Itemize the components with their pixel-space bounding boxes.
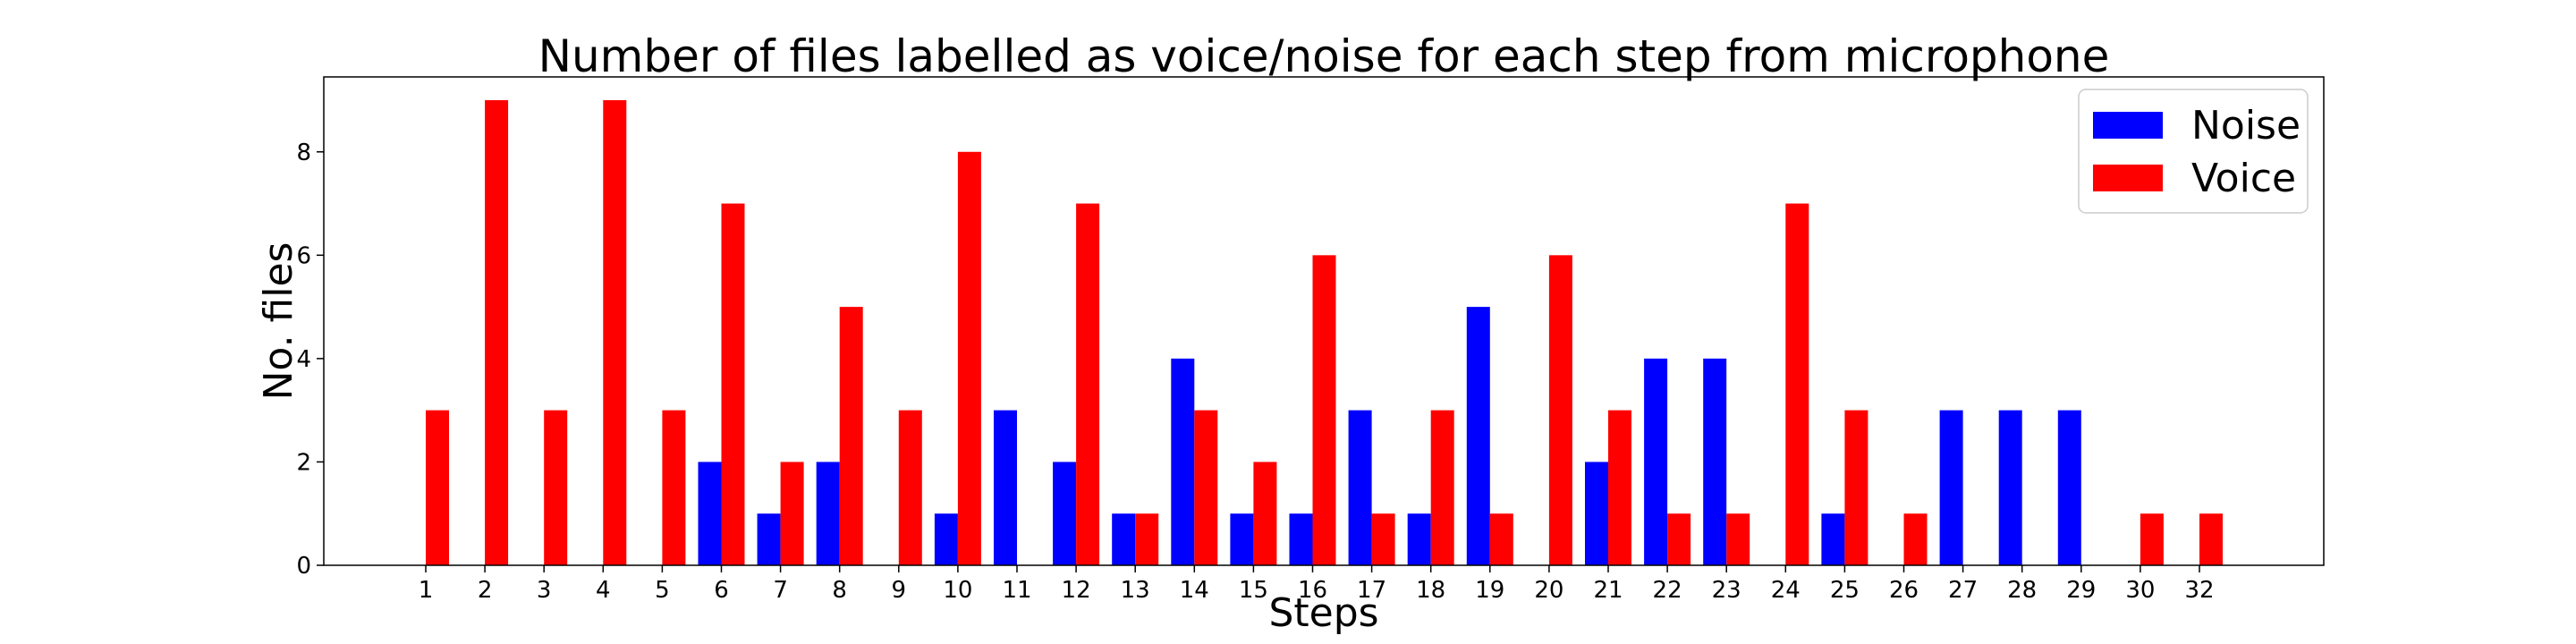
bar-noise-18 — [1407, 513, 1431, 565]
legend-label-voice: Voice — [2191, 156, 2296, 201]
x-tick-label: 1 — [419, 577, 434, 604]
y-axis-label: No. files — [256, 242, 301, 401]
x-tick-label: 6 — [714, 577, 729, 604]
x-tick-label: 19 — [1475, 577, 1504, 604]
y-tick-label: 8 — [296, 140, 311, 166]
x-tick-label: 14 — [1180, 577, 1209, 604]
bar-noise-29 — [2057, 410, 2081, 565]
bar-noise-28 — [1998, 410, 2022, 565]
bar-voice-14 — [1194, 410, 1218, 565]
bar-voice-7 — [780, 462, 804, 565]
x-tick-label: 3 — [537, 577, 552, 604]
bar-voice-15 — [1253, 462, 1277, 565]
legend-swatch-noise — [2093, 112, 2163, 139]
x-tick-label: 11 — [1002, 577, 1031, 604]
bar-voice-17 — [1371, 513, 1395, 565]
x-tick-label: 2 — [478, 577, 493, 604]
bar-noise-11 — [994, 410, 1017, 565]
bar-noise-16 — [1289, 513, 1313, 565]
bar-voice-6 — [721, 203, 745, 566]
x-tick-label: 30 — [2125, 577, 2155, 604]
x-tick-label: 16 — [1298, 577, 1327, 604]
x-tick-label: 5 — [655, 577, 670, 604]
x-tick-label: 18 — [1416, 577, 1445, 604]
x-tick-label: 32 — [2184, 577, 2214, 604]
bar-voice-25 — [1844, 410, 1868, 565]
x-tick-label: 20 — [1534, 577, 1563, 604]
x-tick-label: 12 — [1062, 577, 1091, 604]
x-tick-label: 9 — [892, 577, 907, 604]
legend-swatch-voice — [2093, 165, 2163, 191]
legend-label-noise: Noise — [2191, 103, 2301, 148]
bar-noise-10 — [934, 513, 958, 565]
bar-noise-17 — [1348, 410, 1372, 565]
bar-voice-5 — [662, 410, 686, 565]
bar-noise-12 — [1053, 462, 1077, 565]
bar-voice-18 — [1430, 410, 1454, 565]
y-tick-label: 4 — [296, 346, 311, 373]
bar-noise-13 — [1112, 513, 1136, 565]
plot-frame — [323, 76, 2325, 566]
bar-voice-4 — [603, 100, 627, 565]
x-tick-label: 28 — [2007, 577, 2037, 604]
bar-voice-10 — [957, 151, 981, 565]
x-tick-label: 25 — [1830, 577, 1860, 604]
x-tick-label: 29 — [2066, 577, 2096, 604]
bar-noise-25 — [1821, 513, 1845, 565]
bar-noise-8 — [816, 462, 840, 565]
y-tick-label: 2 — [296, 449, 311, 476]
x-axis-label: Steps — [1268, 590, 1378, 636]
bar-voice-19 — [1489, 513, 1513, 565]
x-tick-label: 17 — [1357, 577, 1386, 604]
legend: Noise Voice — [2078, 89, 2309, 214]
x-tick-label: 23 — [1712, 577, 1741, 604]
bar-voice-16 — [1312, 255, 1336, 565]
bar-voice-23 — [1726, 513, 1750, 565]
bar-noise-15 — [1230, 513, 1254, 565]
bar-voice-9 — [898, 410, 922, 565]
bar-noise-7 — [757, 513, 781, 565]
y-axis-ticks: 0 2 4 6 8 — [296, 140, 324, 580]
x-tick-label: 8 — [832, 577, 847, 604]
bar-noise-22 — [1644, 358, 1668, 565]
bar-voice-13 — [1135, 513, 1159, 565]
x-tick-label: 13 — [1121, 577, 1150, 604]
bar-voice-21 — [1608, 410, 1631, 565]
bar-voice-22 — [1667, 513, 1691, 565]
y-tick-label: 6 — [296, 242, 311, 269]
x-axis-ticks: 1 2 3 4 5 6 7 8 9 10 11 12 13 14 15 16 17 18 19 20 21 22 23 24 2… — [419, 565, 2215, 604]
bar-voice-32 — [2199, 513, 2223, 565]
bar-voice-8 — [839, 307, 863, 565]
bar-noise-19 — [1466, 307, 1490, 565]
bar-noise-27 — [1939, 410, 1963, 565]
x-tick-label: 15 — [1239, 577, 1268, 604]
bar-noise-23 — [1703, 358, 1727, 565]
bar-voice-20 — [1548, 255, 1572, 565]
x-tick-label: 27 — [1948, 577, 1978, 604]
x-tick-label: 21 — [1593, 577, 1623, 604]
bar-noise-6 — [698, 462, 722, 565]
bars-layer — [426, 100, 2223, 566]
x-tick-label: 24 — [1771, 577, 1801, 604]
bar-noise-21 — [1585, 462, 1608, 565]
bar-voice-24 — [1785, 203, 1809, 566]
bar-voice-2 — [485, 100, 509, 565]
x-tick-label: 22 — [1653, 577, 1682, 604]
x-tick-label: 7 — [773, 577, 788, 604]
y-tick-label: 0 — [296, 553, 311, 580]
bar-voice-26 — [1903, 513, 1928, 565]
x-tick-label: 26 — [1889, 577, 1919, 604]
bar-voice-12 — [1076, 203, 1100, 566]
bar-voice-30 — [2140, 513, 2164, 565]
bar-noise-14 — [1171, 358, 1195, 565]
bar-voice-1 — [426, 410, 449, 565]
bar-voice-3 — [544, 410, 568, 565]
x-tick-label: 4 — [596, 577, 611, 604]
x-tick-label: 10 — [943, 577, 972, 604]
chart-title: Number of files labelled as voice/noise … — [538, 30, 2110, 82]
